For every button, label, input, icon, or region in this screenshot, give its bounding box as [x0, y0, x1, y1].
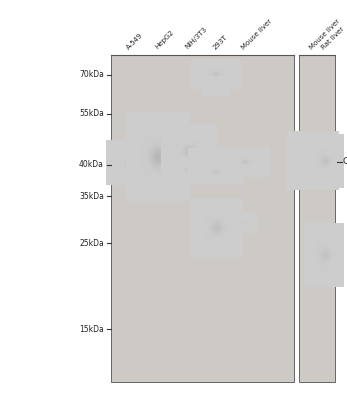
- Text: Mouse liver: Mouse liver: [309, 18, 341, 50]
- Text: 15kDa: 15kDa: [79, 325, 104, 334]
- Text: Mouse liver: Mouse liver: [241, 18, 273, 50]
- Text: Rat liver: Rat liver: [321, 26, 345, 50]
- Text: 40kDa: 40kDa: [79, 160, 104, 169]
- Text: 55kDa: 55kDa: [79, 109, 104, 118]
- Text: A-549: A-549: [125, 32, 144, 50]
- Text: 35kDa: 35kDa: [79, 192, 104, 200]
- Text: CFHR3: CFHR3: [342, 157, 347, 166]
- Text: 70kDa: 70kDa: [79, 70, 104, 79]
- Bar: [299, 55, 335, 382]
- Bar: [111, 55, 294, 382]
- Text: 25kDa: 25kDa: [79, 239, 104, 248]
- Text: 293T: 293T: [212, 34, 228, 50]
- Text: NIH/3T3: NIH/3T3: [185, 26, 209, 50]
- Text: HepG2: HepG2: [154, 29, 175, 50]
